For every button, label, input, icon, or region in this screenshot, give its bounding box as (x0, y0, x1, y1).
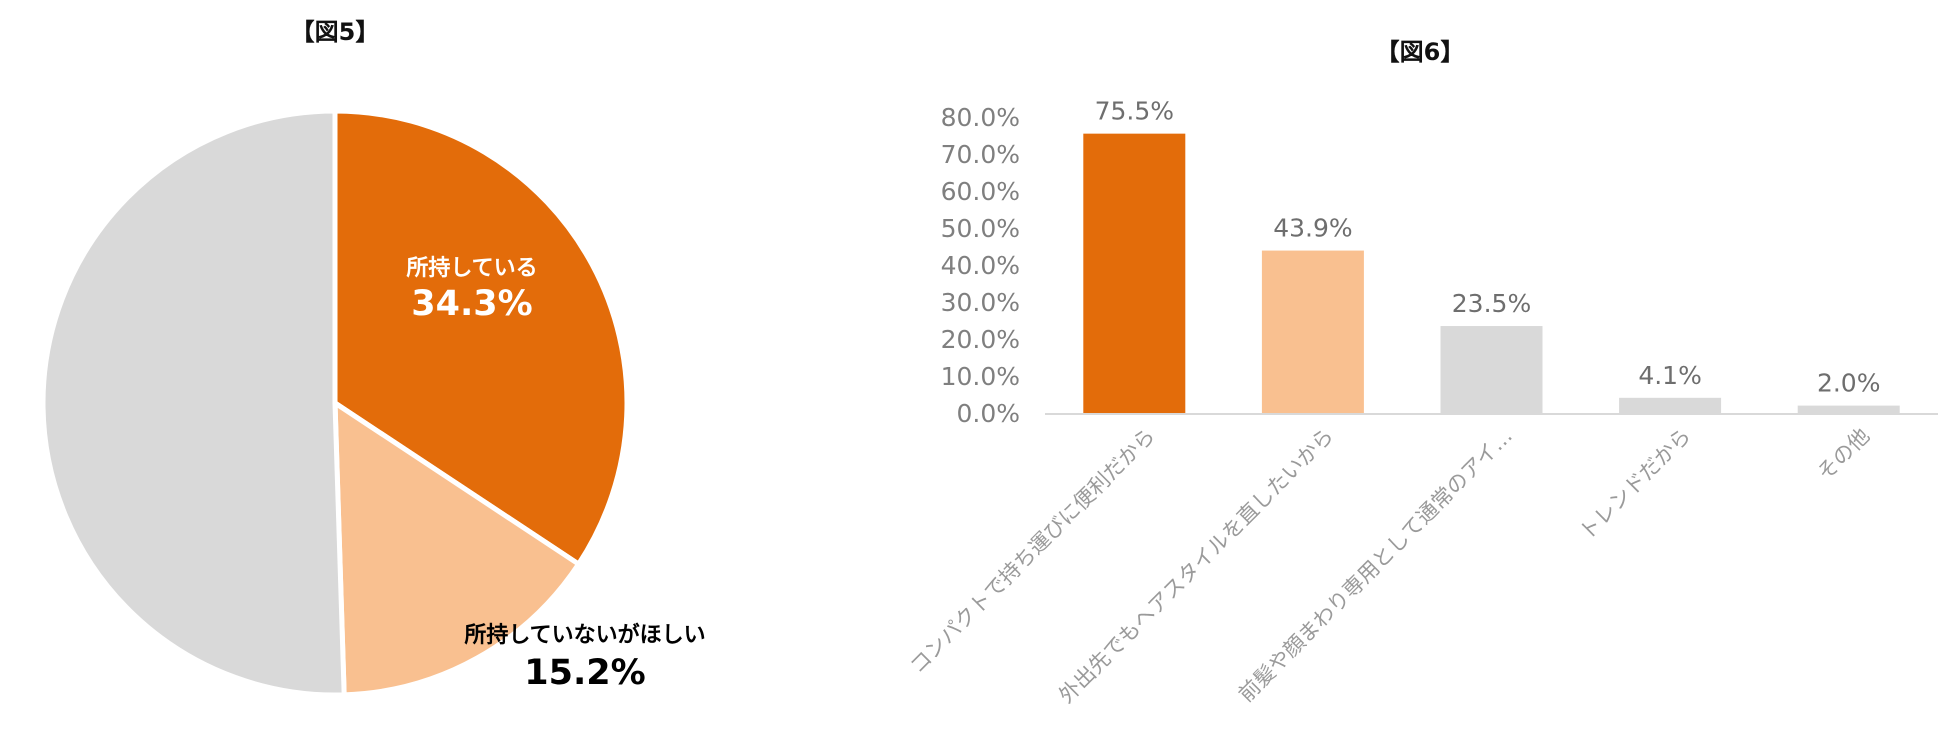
y-tick-label: 70.0% (941, 140, 1020, 169)
y-tick-label: 0.0% (956, 399, 1020, 428)
bar-value-labels: 75.5% 43.9% 23.5% 4.1% 2.0% (1095, 97, 1881, 398)
pie-slice-value: 15.2% (524, 653, 645, 693)
pie-slice-label: 所持していないがほしい (464, 622, 705, 648)
pie-slice-1 (332, 398, 583, 698)
pie-slice-value: 34.3% (411, 284, 532, 324)
y-tick-label: 40.0% (941, 251, 1020, 280)
bar-0 (1083, 133, 1186, 413)
x-category-label: その他 (1813, 424, 1875, 486)
pie-slice-label: 所持している (406, 256, 537, 281)
y-tick-label: 80.0% (941, 103, 1020, 132)
bar-value-label: 43.9% (1273, 214, 1352, 243)
y-tick-label: 50.0% (941, 214, 1020, 243)
bar-2 (1440, 326, 1543, 413)
x-category-label: 外出先でもヘアスタイルを直したいから (1054, 424, 1338, 708)
bar-1 (1261, 250, 1364, 413)
bars (1083, 133, 1900, 413)
bar-chart: 【図6】 0.0% 10.0% 20.0% 30.0% 40.0% 50.0% 60.0% 7… (905, 38, 1938, 708)
bar-3 (1619, 397, 1722, 413)
pie-chart-title: 【図5】 (291, 18, 380, 46)
bar-4 (1797, 405, 1900, 413)
bar-chart-title: 【図6】 (1376, 38, 1465, 66)
y-tick-label: 20.0% (941, 325, 1020, 354)
pie-labels: 所持している 34.3% 所持していないがほしい 15.2% (406, 256, 705, 693)
x-category-label: トレンドだから (1575, 424, 1696, 545)
x-category-label: 前髪や顔まわり専用として通常のアイ… (1234, 424, 1517, 707)
bar-value-label: 4.1% (1638, 361, 1702, 390)
bar-value-label: 75.5% (1095, 97, 1174, 126)
pie-slice-2 (40, 108, 347, 698)
bar-value-label: 2.0% (1817, 369, 1881, 398)
y-tick-label: 60.0% (941, 177, 1020, 206)
x-axis-category-labels: コンパクトで持ち運びに便利だから外出先でもヘアスタイルを直したいから前髪や顔まわ… (905, 424, 1874, 708)
y-tick-label: 30.0% (941, 288, 1020, 317)
y-tick-label: 10.0% (941, 362, 1020, 391)
pie-slices (40, 108, 630, 698)
y-axis-ticks: 0.0% 10.0% 20.0% 30.0% 40.0% 50.0% 60.0% 70.0% 8… (941, 103, 1020, 428)
pie-chart: 【図5】 所持している 34.3% 所持していないがほしい 15.2% (40, 18, 706, 698)
bar-value-label: 23.5% (1452, 289, 1531, 318)
